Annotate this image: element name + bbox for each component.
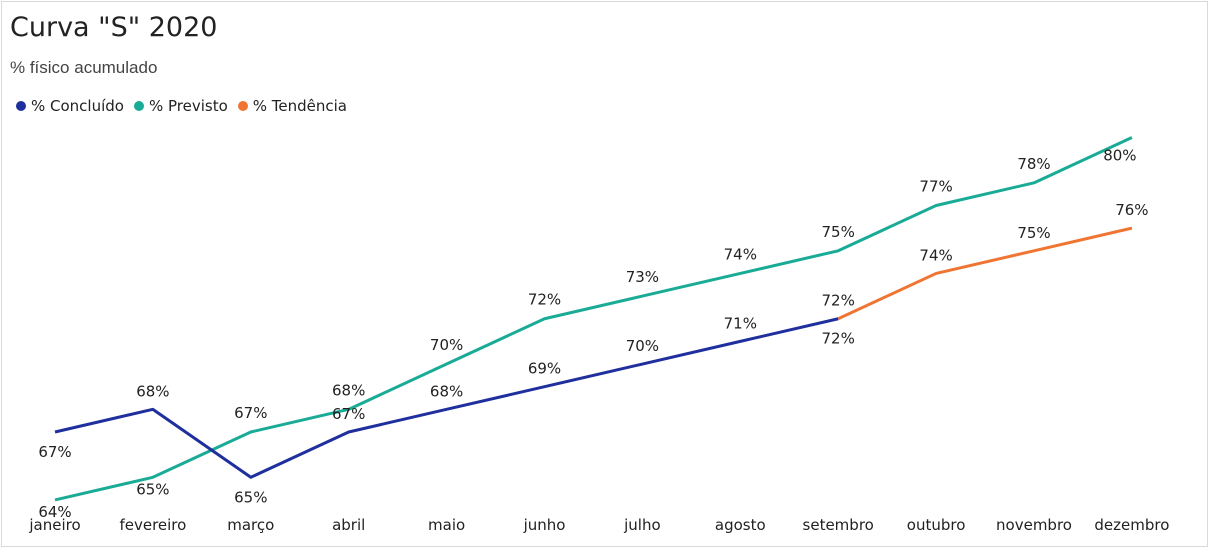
x-tick-label: abril bbox=[332, 516, 365, 534]
x-tick-label: outubro bbox=[907, 516, 966, 534]
data-label-conclu-do: 67% bbox=[332, 405, 365, 423]
legend-item-tendencia: % Tendência bbox=[237, 97, 347, 115]
series-line-previsto bbox=[54, 136, 1133, 502]
chart-subtitle: % físico acumulado bbox=[10, 58, 158, 77]
x-tick-label: julho bbox=[623, 516, 661, 534]
data-label-previsto: 73% bbox=[626, 268, 659, 286]
legend-dot-previsto bbox=[133, 101, 144, 111]
data-label-tend-ncia: 72% bbox=[822, 292, 855, 310]
x-tick-label: janeiro bbox=[28, 516, 80, 534]
data-label-previsto: 68% bbox=[332, 381, 365, 399]
data-label-conclu-do: 65% bbox=[234, 488, 267, 506]
x-tick-label: dezembro bbox=[1094, 516, 1169, 534]
data-label-previsto: 64% bbox=[38, 503, 71, 521]
series-line-conclu-do bbox=[54, 317, 839, 479]
data-label-previsto: 80% bbox=[1103, 147, 1136, 165]
chart-legend: % Concluído % Previsto % Tendência bbox=[16, 97, 357, 115]
data-label-conclu-do: 71% bbox=[724, 314, 757, 332]
data-label-previsto: 77% bbox=[919, 177, 952, 195]
data-label-tend-ncia: 75% bbox=[1017, 224, 1050, 242]
data-label-conclu-do: 68% bbox=[430, 382, 463, 400]
legend-dot-concluido bbox=[16, 101, 26, 111]
x-tick-label: maio bbox=[428, 516, 465, 534]
x-tick-label: março bbox=[227, 516, 274, 534]
data-label-conclu-do: 67% bbox=[38, 443, 71, 461]
legend-item-concluido: % Concluído bbox=[16, 97, 124, 115]
data-label-tend-ncia: 76% bbox=[1115, 201, 1148, 219]
data-label-previsto: 72% bbox=[528, 291, 561, 309]
data-label-previsto: 70% bbox=[430, 336, 463, 354]
data-label-conclu-do: 68% bbox=[136, 382, 169, 400]
legend-label-previsto: % Previsto bbox=[148, 97, 228, 115]
x-tick-label: setembro bbox=[803, 516, 874, 534]
legend-dot-tendencia bbox=[237, 101, 248, 111]
chart-title: Curva "S" 2020 bbox=[10, 12, 218, 43]
data-label-previsto: 67% bbox=[234, 404, 267, 422]
data-label-conclu-do: 69% bbox=[528, 360, 561, 378]
data-label-conclu-do: 70% bbox=[626, 337, 659, 355]
legend-label-tendencia: % Tendência bbox=[252, 97, 347, 115]
data-label-previsto: 78% bbox=[1017, 155, 1050, 173]
x-tick-label: fevereiro bbox=[119, 516, 186, 534]
series-line-tend-ncia bbox=[837, 226, 1133, 321]
x-tick-label: agosto bbox=[715, 516, 766, 534]
legend-item-previsto: % Previsto bbox=[133, 97, 228, 115]
data-label-conclu-do: 72% bbox=[822, 330, 855, 348]
data-label-previsto: 65% bbox=[136, 480, 169, 498]
legend-label-concluido: % Concluído bbox=[31, 97, 124, 115]
data-label-tend-ncia: 74% bbox=[919, 246, 952, 264]
data-label-previsto: 74% bbox=[724, 245, 757, 263]
x-tick-label: junho bbox=[523, 516, 566, 534]
x-tick-label: novembro bbox=[996, 516, 1072, 534]
data-label-previsto: 75% bbox=[822, 223, 855, 241]
